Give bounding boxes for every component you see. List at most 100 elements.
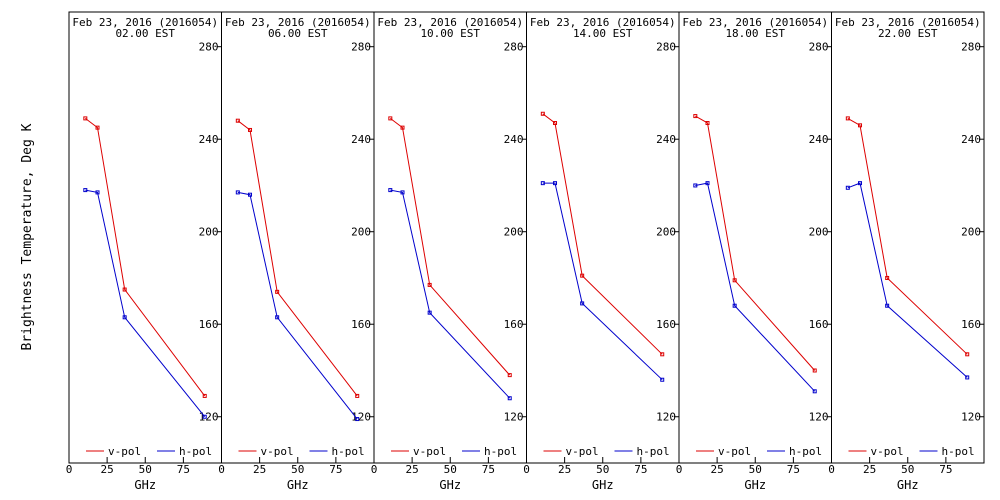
series-line-h-pol: [847, 182, 968, 378]
data-point-h-pol: [202, 414, 207, 419]
data-point-v-pol: [885, 275, 890, 280]
x-tick-label: 0: [676, 463, 683, 476]
data-point-h-pol: [248, 192, 253, 197]
data-point-v-pol: [732, 278, 737, 283]
data-point-v-pol: [553, 121, 558, 126]
panel-6: Feb 23, 2016 (2016054)22.00 EST 120 160 200…: [828, 11, 985, 492]
y-tick-label: 120: [199, 411, 219, 424]
x-tick-label: 50: [901, 463, 914, 476]
series-line-v-pol: [389, 118, 511, 376]
x-tick-label: 50: [749, 463, 762, 476]
data-point-h-pol: [660, 377, 665, 382]
x-tick-label: 50: [291, 463, 304, 476]
series-line-h-pol: [695, 182, 816, 392]
y-tick-label: 120: [504, 411, 524, 424]
legend-label-h-pol: h-pol: [942, 445, 975, 458]
x-tick-label: 25: [406, 463, 419, 476]
panel-title: Feb 23, 2016 (2016054): [72, 16, 218, 29]
panel-title: Feb 23, 2016 (2016054): [835, 16, 981, 29]
legend-label-h-pol: h-pol: [332, 445, 365, 458]
data-point-h-pol: [858, 181, 863, 186]
panel-3: Feb 23, 2016 (2016054)10.00 EST 120 160 200…: [371, 11, 527, 492]
legend-label-v-pol: v-pol: [413, 445, 446, 458]
data-point-v-pol: [812, 368, 817, 373]
y-axis-label: Brightness Temperature, Deg K: [20, 123, 35, 350]
x-tick-label: 25: [253, 463, 266, 476]
x-axis-label: GHz: [592, 478, 614, 492]
panel-subtitle: 02.00 EST: [115, 27, 175, 40]
x-tick-label: 0: [66, 463, 73, 476]
x-tick-label: 50: [139, 463, 152, 476]
panel-title: Feb 23, 2016 (2016054): [225, 16, 371, 29]
data-point-h-pol: [83, 188, 88, 193]
y-tick-label: 160: [961, 318, 981, 331]
data-point-h-pol: [122, 315, 127, 320]
panel-4: Feb 23, 2016 (2016054)14.00 EST 120 160 200…: [523, 11, 680, 492]
y-tick-label: 280: [809, 41, 829, 54]
data-point-v-pol: [248, 127, 253, 132]
data-point-h-pol: [355, 417, 360, 422]
data-point-v-pol: [965, 352, 970, 357]
series-line-v-pol: [695, 115, 816, 371]
data-point-h-pol: [275, 315, 280, 320]
x-tick-label: 75: [177, 463, 190, 476]
data-point-v-pol: [845, 116, 850, 121]
y-tick-label: 200: [656, 226, 676, 239]
legend-label-v-pol: v-pol: [871, 445, 904, 458]
x-tick-label: 0: [218, 463, 225, 476]
y-tick-label: 160: [809, 318, 829, 331]
panel-2: Feb 23, 2016 (2016054)06.00 EST 120 160 200…: [218, 11, 375, 492]
data-point-v-pol: [705, 121, 710, 126]
data-point-h-pol: [965, 375, 970, 380]
data-point-h-pol: [732, 303, 737, 308]
y-tick-label: 160: [199, 318, 219, 331]
y-tick-label: 120: [961, 411, 981, 424]
y-tick-label: 200: [961, 226, 981, 239]
legend-label-v-pol: v-pol: [566, 445, 599, 458]
y-tick-label: 280: [656, 41, 676, 54]
data-point-v-pol: [202, 393, 207, 398]
panel-subtitle: 18.00 EST: [725, 27, 785, 40]
y-tick-label: 240: [199, 133, 219, 146]
panel-5: Feb 23, 2016 (2016054)18.00 EST 120 160 200…: [676, 11, 832, 492]
y-tick-label: 240: [504, 133, 524, 146]
x-tick-label: 75: [634, 463, 647, 476]
data-point-h-pol: [580, 301, 585, 306]
data-point-h-pol: [400, 190, 405, 195]
legend-label-v-pol: v-pol: [718, 445, 751, 458]
x-tick-label: 25: [711, 463, 724, 476]
x-axis-label: GHz: [287, 478, 309, 492]
legend-label-h-pol: h-pol: [637, 445, 670, 458]
data-point-v-pol: [693, 114, 698, 119]
data-point-h-pol: [95, 190, 100, 195]
y-tick-label: 200: [504, 226, 524, 239]
y-tick-label: 240: [351, 133, 371, 146]
x-axis-label: GHz: [439, 478, 461, 492]
series-line-v-pol: [84, 118, 206, 397]
x-tick-label: 25: [101, 463, 114, 476]
y-tick-label: 240: [656, 133, 676, 146]
legend-label-h-pol: h-pol: [484, 445, 517, 458]
x-tick-label: 50: [596, 463, 609, 476]
y-tick-label: 200: [809, 226, 829, 239]
x-tick-label: 25: [558, 463, 571, 476]
data-point-v-pol: [660, 352, 665, 357]
data-point-v-pol: [540, 111, 545, 116]
x-axis-label: GHz: [744, 478, 766, 492]
panel-title: Feb 23, 2016 (2016054): [682, 16, 828, 29]
x-tick-label: 0: [371, 463, 378, 476]
y-tick-label: 120: [809, 411, 829, 424]
data-point-v-pol: [400, 125, 405, 130]
series-line-v-pol: [847, 117, 968, 355]
legend-label-v-pol: v-pol: [108, 445, 141, 458]
series-line-h-pol: [237, 191, 358, 420]
data-point-h-pol: [705, 181, 710, 186]
x-tick-label: 75: [329, 463, 342, 476]
data-point-h-pol: [812, 389, 817, 394]
series-line-h-pol: [542, 182, 663, 381]
y-tick-label: 160: [351, 318, 371, 331]
y-tick-label: 120: [351, 411, 371, 424]
panel-1: Feb 23, 2016 (2016054)02.00 EST 120 160 200…: [66, 11, 222, 492]
x-tick-label: 75: [939, 463, 952, 476]
